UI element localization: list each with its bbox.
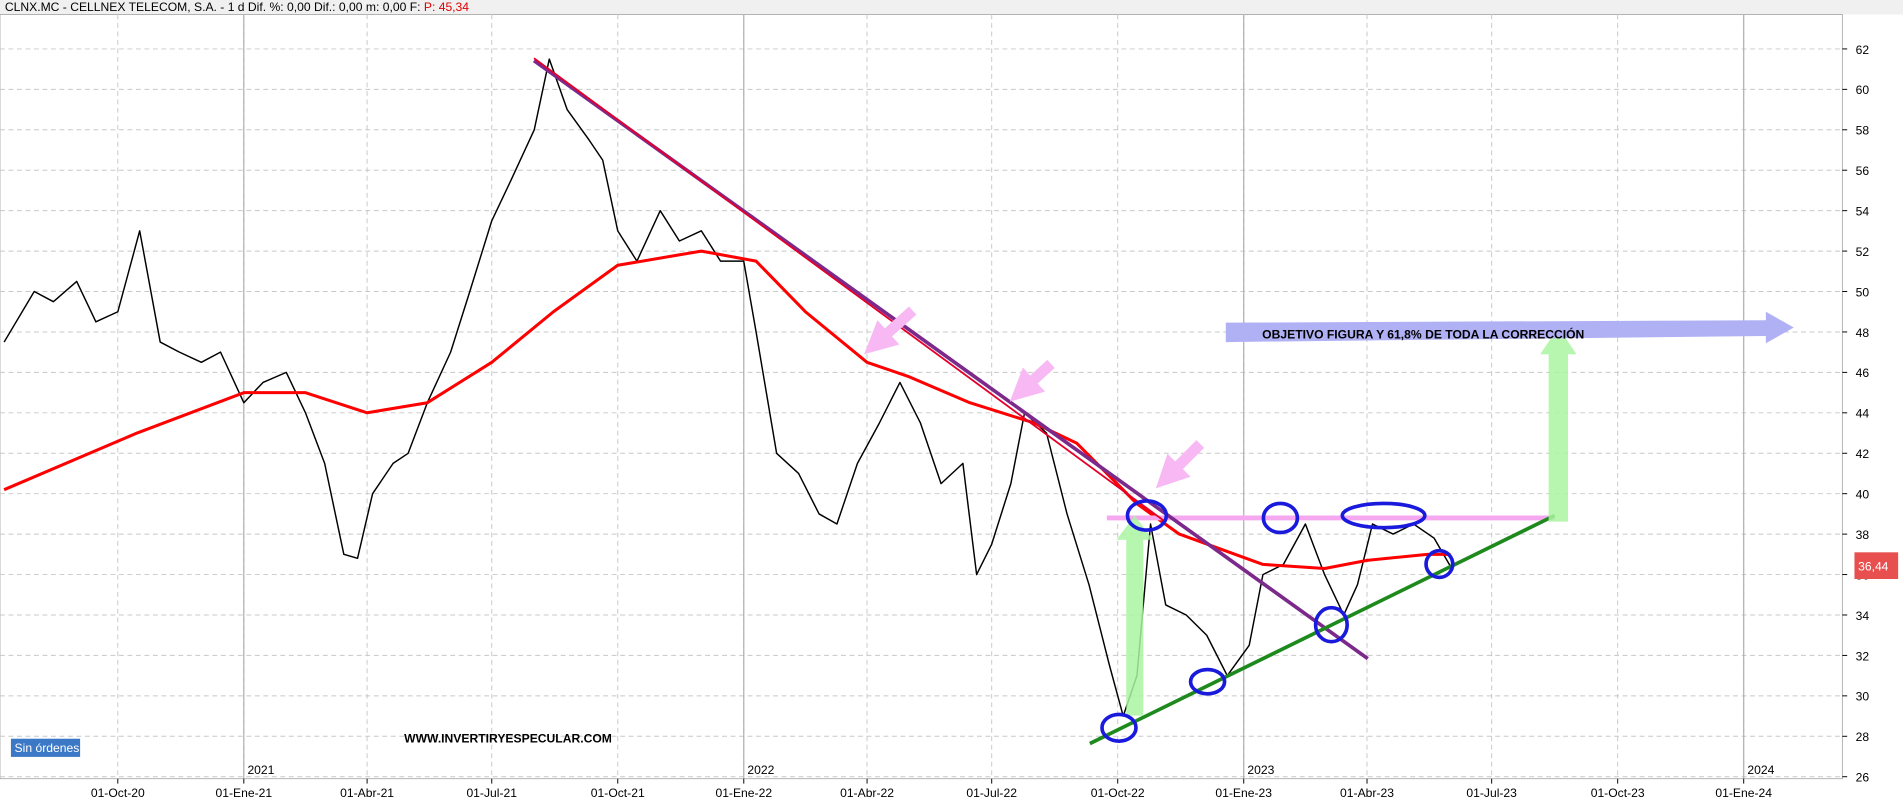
price-line bbox=[3, 58, 1452, 717]
objective-label: OBJETIVO FIGURA Y 61,8% DE TODA LA CORRE… bbox=[1262, 326, 1584, 341]
y-tick-label: 44 bbox=[1856, 407, 1870, 421]
y-tick-label: 30 bbox=[1856, 690, 1870, 704]
green-arrow bbox=[1116, 515, 1153, 716]
y-tick-label: 28 bbox=[1856, 730, 1870, 744]
x-tick-label: 01-Ene-22 bbox=[715, 786, 772, 800]
axis-layer: 2628303234363840424446485052545658606201… bbox=[91, 43, 1899, 800]
x-tick-label: 01-Abr-21 bbox=[340, 786, 394, 800]
year-label: 2024 bbox=[1747, 763, 1774, 777]
orders-badge bbox=[10, 738, 81, 757]
blue-arrow bbox=[1225, 311, 1794, 344]
last-price-label: 36,44 bbox=[1858, 560, 1889, 574]
y-tick-label: 54 bbox=[1856, 205, 1870, 219]
year-label: 2023 bbox=[1247, 763, 1274, 777]
x-tick-label: 01-Ene-24 bbox=[1715, 786, 1772, 800]
watermark: WWW.INVERTIRYESPECULAR.COM bbox=[404, 731, 612, 745]
x-tick-label: 01-Ene-23 bbox=[1215, 786, 1272, 800]
y-tick-label: 50 bbox=[1856, 285, 1870, 299]
circle-marker bbox=[1125, 499, 1169, 532]
annotations: OBJETIVO FIGURA Y 61,8% DE TODA LA CORRE… bbox=[10, 57, 1794, 757]
last-price-box bbox=[1854, 552, 1899, 580]
x-tick-label: 01-Jul-23 bbox=[1466, 786, 1517, 800]
pink-arrow bbox=[864, 306, 917, 355]
data-layer bbox=[3, 58, 1452, 717]
year-label: 2022 bbox=[747, 763, 774, 777]
header-price: P: 45,34 bbox=[424, 0, 469, 14]
support-line bbox=[1089, 513, 1556, 746]
circle-marker bbox=[1188, 667, 1227, 696]
green-arrow bbox=[1540, 327, 1577, 522]
moving-average bbox=[3, 249, 1451, 571]
y-tick-label: 60 bbox=[1856, 83, 1870, 97]
pink-arrow bbox=[1009, 359, 1055, 402]
y-tick-label: 34 bbox=[1856, 609, 1870, 623]
circle-marker bbox=[1340, 501, 1427, 530]
x-tick-label: 01-Oct-22 bbox=[1091, 786, 1145, 800]
y-tick-label: 38 bbox=[1856, 528, 1870, 542]
x-tick-label: 01-Abr-23 bbox=[1340, 786, 1394, 800]
x-tick-label: 01-Ene-21 bbox=[215, 786, 272, 800]
y-tick-label: 32 bbox=[1856, 649, 1870, 663]
circle-marker bbox=[1424, 548, 1455, 580]
y-tick-label: 62 bbox=[1856, 43, 1870, 57]
y-tick-label: 40 bbox=[1856, 488, 1870, 502]
x-tick-label: 01-Oct-21 bbox=[591, 786, 645, 800]
circle-marker bbox=[1261, 501, 1300, 535]
y-tick-label: 58 bbox=[1856, 124, 1870, 138]
circle-marker bbox=[1100, 712, 1138, 743]
year-label: 2021 bbox=[247, 763, 274, 777]
plot-area bbox=[0, 14, 1843, 780]
y-tick-label: 56 bbox=[1856, 164, 1870, 178]
x-tick-label: 01-Abr-22 bbox=[840, 786, 894, 800]
y-tick-label: 52 bbox=[1856, 245, 1870, 259]
header-bar bbox=[0, 0, 1903, 15]
circle-marker bbox=[1313, 605, 1349, 644]
y-tick-label: 42 bbox=[1856, 447, 1870, 461]
grid-layer bbox=[0, 14, 1843, 779]
x-tick-label: 01-Oct-23 bbox=[1591, 786, 1645, 800]
x-tick-label: 01-Jul-21 bbox=[466, 786, 517, 800]
orders-label: Sin órdenes bbox=[15, 741, 80, 755]
pink-arrow bbox=[1155, 440, 1205, 489]
y-tick-label: 46 bbox=[1856, 366, 1870, 380]
y-tick-label: 48 bbox=[1856, 326, 1870, 340]
x-tick-label: 01-Oct-20 bbox=[91, 786, 145, 800]
x-tick-label: 01-Jul-22 bbox=[966, 786, 1017, 800]
header-text: CLNX.MC - CELLNEX TELECOM, S.A. - 1 d Di… bbox=[5, 0, 469, 14]
downtrend-overlay bbox=[533, 57, 1166, 523]
y-tick-label: 26 bbox=[1856, 771, 1870, 785]
header-title: CLNX.MC - CELLNEX TELECOM, S.A. - 1 d Di… bbox=[5, 0, 421, 14]
